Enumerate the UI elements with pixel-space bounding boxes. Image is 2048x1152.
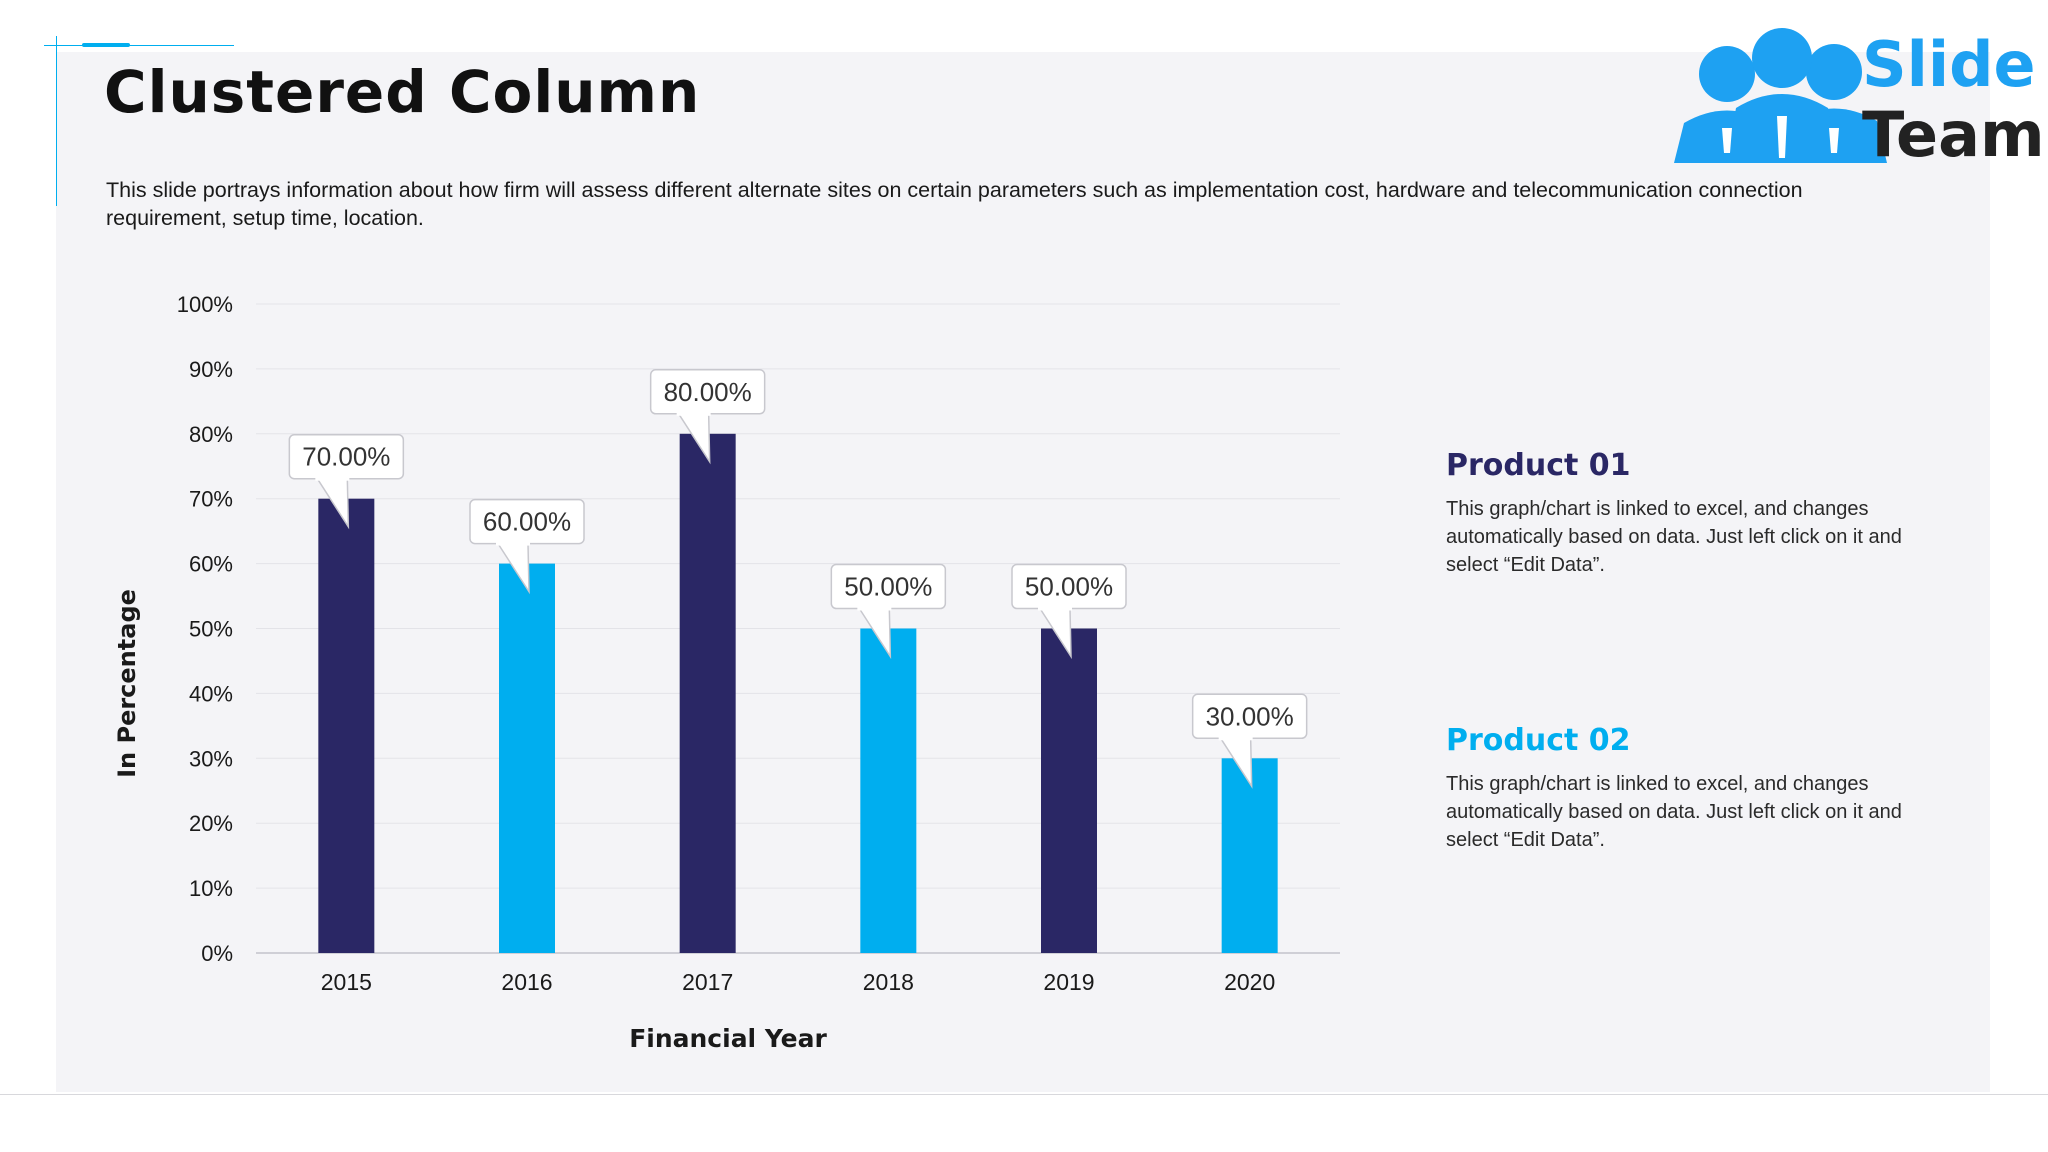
y-tick-label: 50% <box>189 617 233 642</box>
data-label-join <box>1218 735 1253 741</box>
y-tick-label: 20% <box>189 811 233 836</box>
y-tick-label: 30% <box>189 746 233 771</box>
y-tick-label: 80% <box>189 422 233 447</box>
data-label-join <box>315 475 350 481</box>
data-label: 30.00% <box>1206 701 1294 731</box>
bar-2016 <box>499 563 555 953</box>
data-label-join <box>1038 605 1072 611</box>
x-tick-label: 2018 <box>863 969 914 995</box>
y-axis-label: In Percentage <box>113 589 141 778</box>
page-title: Clustered Column <box>104 58 701 126</box>
y-tick-label: 70% <box>189 487 233 512</box>
legend-title-product-01: Product 01 <box>1446 448 1631 483</box>
bar-2018 <box>860 628 917 953</box>
legend-text-product-01: This graph/chart is linked to excel, and… <box>1446 498 1902 576</box>
y-tick-label: 40% <box>189 681 233 706</box>
data-label-join <box>857 605 892 611</box>
logo-text-team: Team <box>1862 98 2045 171</box>
data-label: 70.00% <box>302 442 390 472</box>
bar-2019 <box>1041 628 1097 953</box>
data-label-join <box>496 540 530 546</box>
decorative-line-horizontal <box>44 45 234 46</box>
x-tick-label: 2017 <box>682 969 733 995</box>
bar-2020 <box>1221 758 1278 953</box>
data-label-join <box>676 410 711 416</box>
slide-description: This slide portrays information about ho… <box>106 178 1803 230</box>
decorative-line-vertical <box>56 36 57 206</box>
y-tick-label: 60% <box>189 552 233 577</box>
slideteam-logo-icon <box>1674 28 1887 163</box>
y-tick-label: 0% <box>201 941 233 966</box>
legend-text-product-02: This graph/chart is linked to excel, and… <box>1446 773 1902 851</box>
decorative-accent-bar <box>82 43 130 47</box>
y-tick-label: 10% <box>189 876 233 901</box>
bar-2015 <box>318 498 375 953</box>
data-label: 80.00% <box>664 377 752 407</box>
x-tick-label: 2015 <box>321 969 372 995</box>
x-axis-label: Financial Year <box>629 1024 827 1053</box>
bar-2017 <box>679 433 736 953</box>
data-label: 50.00% <box>844 572 932 602</box>
x-tick-label: 2019 <box>1043 969 1094 995</box>
data-label: 50.00% <box>1025 572 1113 602</box>
slide-bottom-border <box>0 1094 2048 1095</box>
x-tick-label: 2016 <box>501 969 552 995</box>
legend-title-product-02: Product 02 <box>1446 723 1631 758</box>
legend-product-02: Product 02 This graph/chart is linked to… <box>1446 723 1916 854</box>
data-label: 60.00% <box>483 507 571 537</box>
y-tick-label: 100% <box>177 292 233 317</box>
y-tick-label: 90% <box>189 357 233 382</box>
logo-text-slide: Slide <box>1862 28 2036 101</box>
x-tick-label: 2020 <box>1224 969 1275 995</box>
legend-product-01: Product 01 This graph/chart is linked to… <box>1446 448 1916 579</box>
